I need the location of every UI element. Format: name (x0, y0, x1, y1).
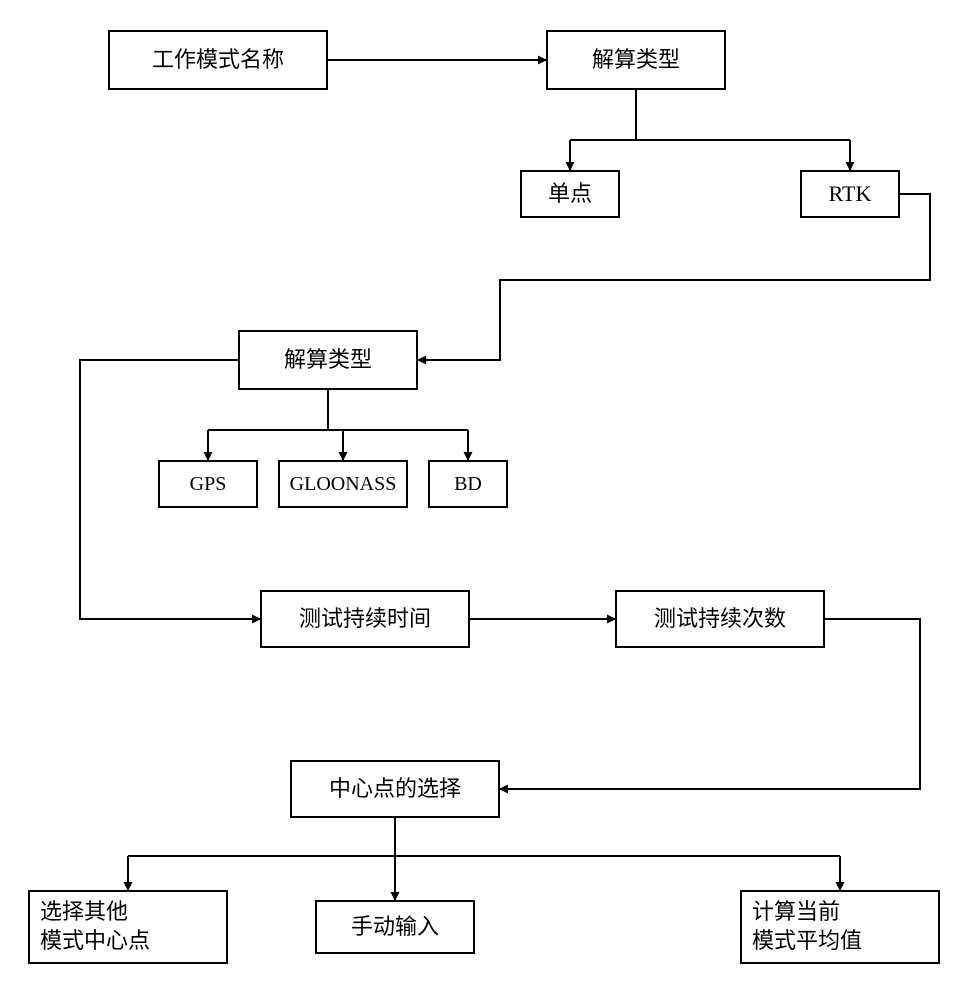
node-manual-input: 手动输入 (315, 900, 475, 954)
node-label: 解算类型 (284, 346, 372, 375)
node-label: 测试持续时间 (299, 605, 431, 634)
node-select-other: 选择其他 模式中心点 (28, 890, 228, 964)
node-gps: GPS (158, 460, 258, 508)
node-rtk: RTK (800, 170, 900, 218)
node-work-mode-name: 工作模式名称 (108, 30, 328, 90)
node-label: GLOONASS (290, 471, 397, 497)
node-gloonass: GLOONASS (278, 460, 408, 508)
node-label: 解算类型 (592, 46, 680, 75)
node-label: 测试持续次数 (654, 605, 786, 634)
node-label: 工作模式名称 (152, 46, 284, 75)
node-label: 计算当前 模式平均值 (752, 898, 862, 955)
node-test-count: 测试持续次数 (615, 590, 825, 648)
node-bd: BD (428, 460, 508, 508)
node-test-duration: 测试持续时间 (260, 590, 470, 648)
node-center-select: 中心点的选择 (290, 760, 500, 818)
node-label: BD (454, 471, 482, 497)
node-single-point: 单点 (520, 170, 620, 218)
node-label: RTK (829, 180, 872, 209)
node-solve-type-2: 解算类型 (238, 330, 418, 390)
node-label: 选择其他 模式中心点 (40, 898, 150, 955)
node-calc-avg: 计算当前 模式平均值 (740, 890, 940, 964)
node-label: 单点 (548, 180, 592, 209)
edge (418, 194, 930, 360)
node-label: 手动输入 (351, 913, 439, 942)
node-label: 中心点的选择 (329, 775, 461, 804)
node-label: GPS (190, 471, 227, 497)
node-solve-type-1: 解算类型 (546, 30, 726, 90)
